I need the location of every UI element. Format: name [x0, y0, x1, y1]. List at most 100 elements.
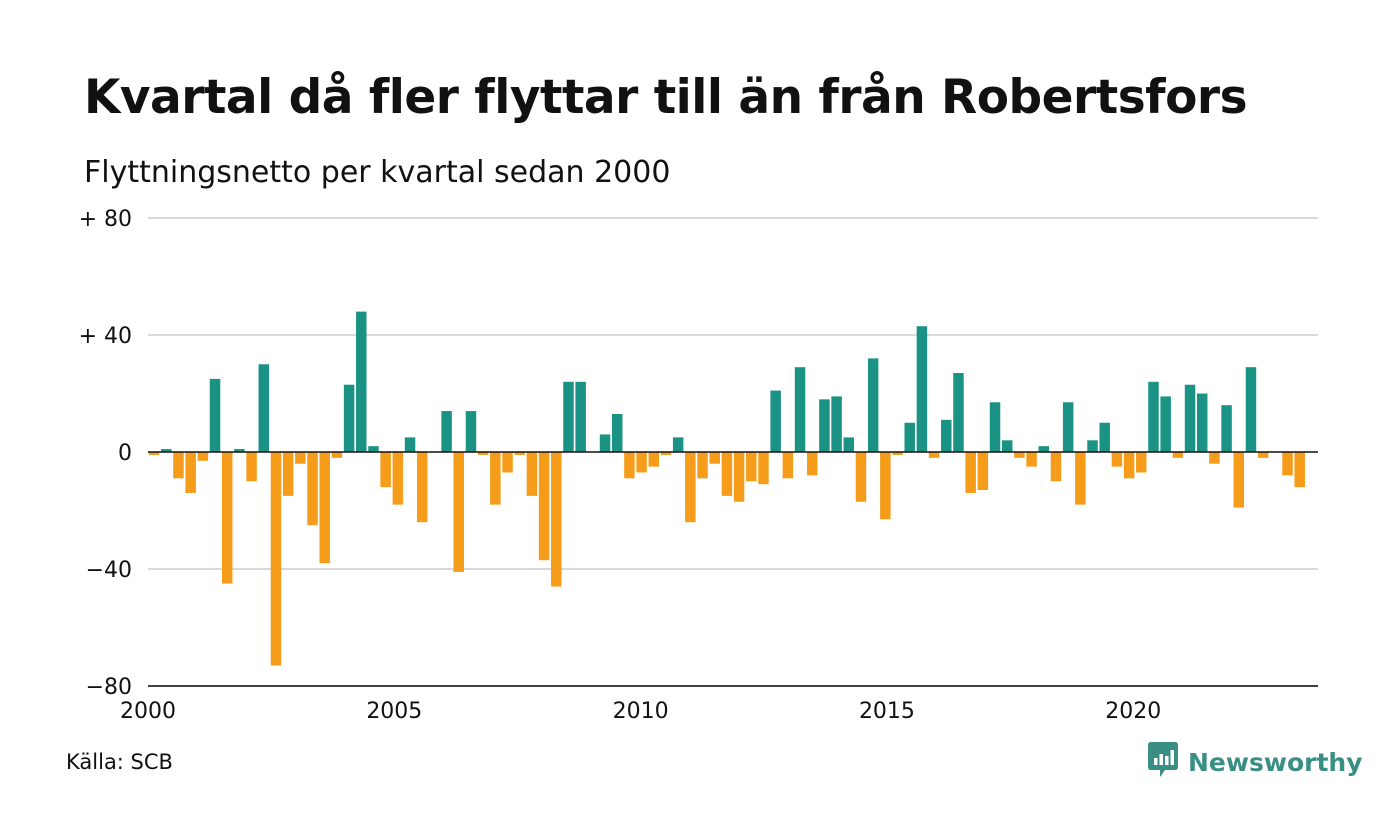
bar: [916, 326, 928, 452]
newsworthy-logo-icon: [1148, 742, 1178, 782]
bar: [209, 378, 221, 452]
bar: [831, 396, 842, 452]
bar: [697, 452, 708, 479]
brand-name: Newsworthy: [1188, 747, 1363, 777]
bar: [1209, 452, 1220, 464]
bar: [392, 452, 404, 505]
bar: [636, 452, 647, 473]
bar: [1038, 446, 1050, 452]
bar: [1172, 452, 1184, 458]
bar: [538, 452, 550, 561]
bar: [185, 452, 196, 493]
bar: [246, 452, 257, 482]
chart-subtitle: Flyttningsnetto per kvartal sedan 2000: [84, 155, 671, 190]
bar: [1062, 402, 1074, 452]
bar: [1136, 452, 1147, 473]
bar: [416, 452, 428, 523]
brand-logo[interactable]: Newsworthy: [1148, 742, 1363, 782]
bar: [660, 452, 672, 455]
bar: [965, 452, 976, 493]
bar: [307, 452, 318, 526]
bar: [1111, 452, 1123, 467]
bar: [221, 452, 233, 584]
bar: [855, 452, 867, 502]
bars: [148, 311, 1305, 666]
bar: [843, 437, 855, 452]
bar: [880, 452, 891, 520]
bar: [1026, 452, 1037, 467]
bar: [282, 452, 294, 496]
bar: [1196, 393, 1208, 452]
bar: [368, 446, 379, 452]
bar: [709, 452, 720, 464]
bar: [867, 358, 879, 452]
bar: [453, 452, 465, 572]
bar: [234, 449, 245, 452]
bar: [672, 437, 684, 452]
y-tick-label: −80: [86, 675, 132, 700]
bar: [490, 452, 501, 505]
bar: [404, 437, 416, 452]
bar: [575, 381, 586, 452]
bar: [941, 419, 952, 452]
bar: [477, 452, 489, 455]
bar: [1221, 405, 1232, 452]
bar: [1075, 452, 1086, 505]
bar: [563, 381, 574, 452]
bar: [441, 411, 452, 452]
bar: [758, 452, 769, 485]
bar: [599, 434, 611, 452]
bar: [258, 364, 270, 452]
bar: [624, 452, 635, 479]
bar: [514, 452, 525, 455]
bar: [161, 449, 172, 452]
bar: [648, 452, 660, 467]
x-tick-label: 2020: [1105, 699, 1161, 724]
x-tick-label: 2010: [613, 699, 669, 724]
chart-title: Kvartal då fler flyttar till än från Rob…: [84, 70, 1248, 125]
bar: [806, 452, 818, 476]
bar: [197, 452, 209, 461]
bar: [685, 452, 696, 523]
bar: [465, 411, 477, 452]
bar: [1148, 381, 1159, 452]
bar: [1245, 367, 1257, 452]
bar: [356, 311, 367, 452]
y-tick-label: + 80: [79, 207, 132, 232]
bar: [502, 452, 513, 473]
bar: [989, 402, 1001, 452]
bar: [270, 452, 282, 666]
bar: [1014, 452, 1025, 458]
bar: [526, 452, 538, 496]
bar: [977, 452, 989, 491]
bar: [1257, 452, 1269, 458]
bar: [551, 452, 562, 587]
bar: [1294, 452, 1305, 488]
bar: [380, 452, 391, 488]
bar: [1099, 422, 1110, 452]
y-tick-label: −40: [86, 558, 132, 583]
bar: [770, 390, 781, 452]
bar: [1160, 396, 1171, 452]
bar: [1087, 440, 1098, 452]
x-tick-label: 2000: [120, 699, 176, 724]
bar: [904, 422, 915, 452]
bar: [319, 452, 330, 564]
bar: [1282, 452, 1293, 476]
bar: [173, 452, 184, 479]
x-tick-label: 2015: [859, 699, 915, 724]
bar: [746, 452, 757, 482]
bar: [733, 452, 745, 502]
bar: [721, 452, 733, 496]
bar: [343, 384, 355, 452]
bar: [331, 452, 343, 458]
bar: [1123, 452, 1135, 479]
bar: [1184, 384, 1196, 452]
y-tick-label: + 40: [79, 324, 132, 349]
bar: [782, 452, 794, 479]
bar: [928, 452, 940, 458]
bar: [953, 373, 964, 452]
bar: [295, 452, 306, 464]
bar: [1050, 452, 1062, 482]
